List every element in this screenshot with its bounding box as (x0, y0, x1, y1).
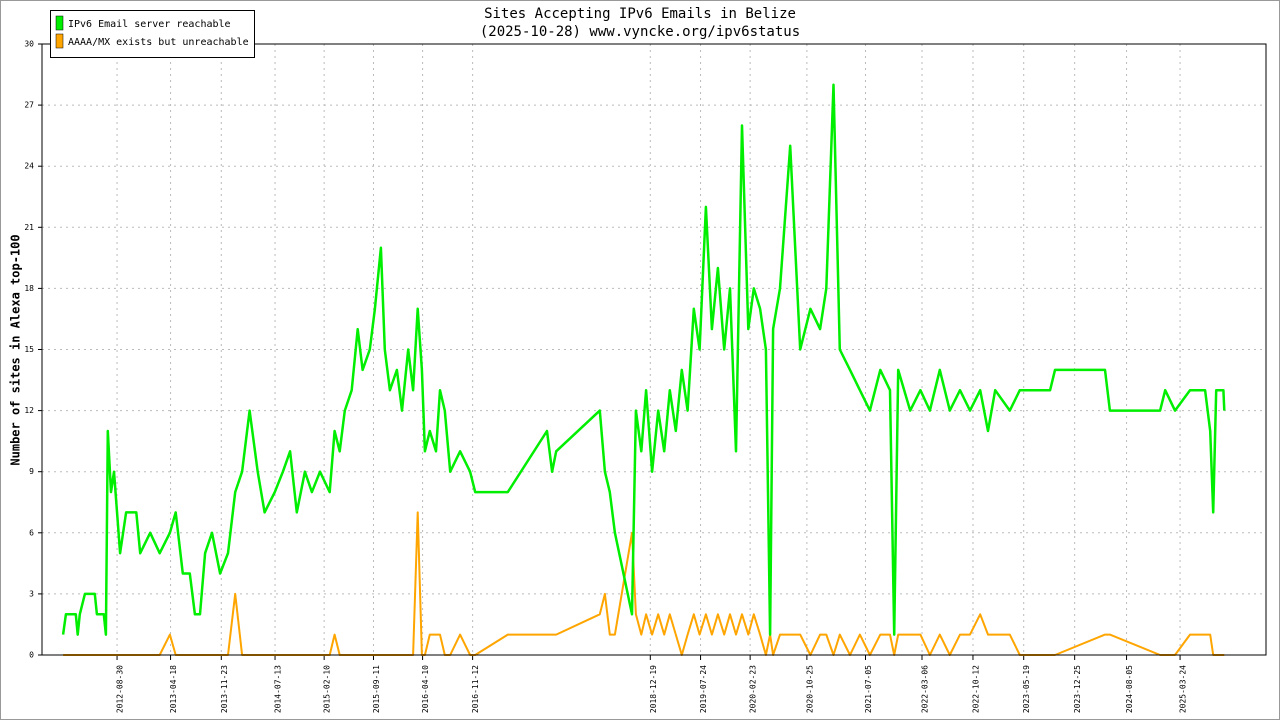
y-tick-label: 24 (24, 162, 34, 171)
x-tick-label: 2022-10-12 (971, 665, 980, 713)
x-tick-label: 2016-04-10 (421, 665, 430, 713)
x-tick-label: 2013-11-23 (220, 665, 229, 713)
x-tick-label: 2023-05-19 (1022, 665, 1031, 713)
legend-label: AAAA/MX exists but unreachable (68, 37, 249, 48)
legend-label: IPv6 Email server reachable (68, 19, 231, 30)
x-tick-label: 2013-04-18 (169, 665, 178, 713)
y-tick-label: 15 (24, 345, 34, 354)
x-tick-label: 2014-07-13 (274, 665, 283, 713)
x-tick-label: 2012-08-30 (116, 665, 125, 713)
y-tick-label: 12 (24, 406, 34, 415)
x-tick-label: 2024-08-05 (1125, 665, 1134, 713)
legend-swatch (55, 33, 64, 49)
y-tick-label: 6 (29, 528, 34, 537)
x-tick-label: 2023-12-25 (1073, 665, 1082, 713)
x-tick-label: 2016-11-12 (471, 665, 480, 713)
y-tick-label: 30 (24, 40, 34, 49)
x-tick-label: 2020-10-25 (805, 665, 814, 713)
grid: 0 3 6 9 12 15 18 21 24 27 30 2012-08-30 2013-04-18 20… (24, 40, 1266, 713)
x-tick-label: 2025-03-24 (1179, 665, 1188, 713)
x-tick-label: 2020-02-23 (749, 665, 758, 713)
series-line (61, 83, 1226, 636)
y-axis-label: Number of sites in Alexa top-100 (9, 234, 23, 465)
x-tick-label: 2021-07-05 (864, 665, 873, 713)
chart-subtitle: (2025-10-28) www.vyncke.org/ipv6status (480, 24, 800, 40)
x-tick-label: 2018-12-19 (649, 665, 658, 713)
x-tick-label: 2015-09-11 (372, 665, 381, 713)
plot-frame (41, 43, 1267, 656)
x-tick-label: 2022-03-06 (921, 665, 930, 713)
legend-box (50, 10, 255, 58)
x-tick-label: 2019-07-24 (699, 665, 708, 713)
y-tick-label: 9 (29, 467, 34, 476)
y-tick-label: 27 (24, 101, 34, 110)
legend-swatch (55, 15, 64, 31)
x-tick-label: 2015-02-10 (323, 665, 332, 713)
chart-title: Sites Accepting IPv6 Emails in Belize (484, 6, 796, 22)
y-tick-label: 0 (29, 651, 34, 660)
y-tick-label: 3 (29, 589, 34, 598)
y-tick-label: 18 (24, 284, 34, 293)
y-tick-label: 21 (24, 223, 34, 232)
legend: IPv6 Email server reachable AAAA/MX exist… (50, 10, 255, 58)
